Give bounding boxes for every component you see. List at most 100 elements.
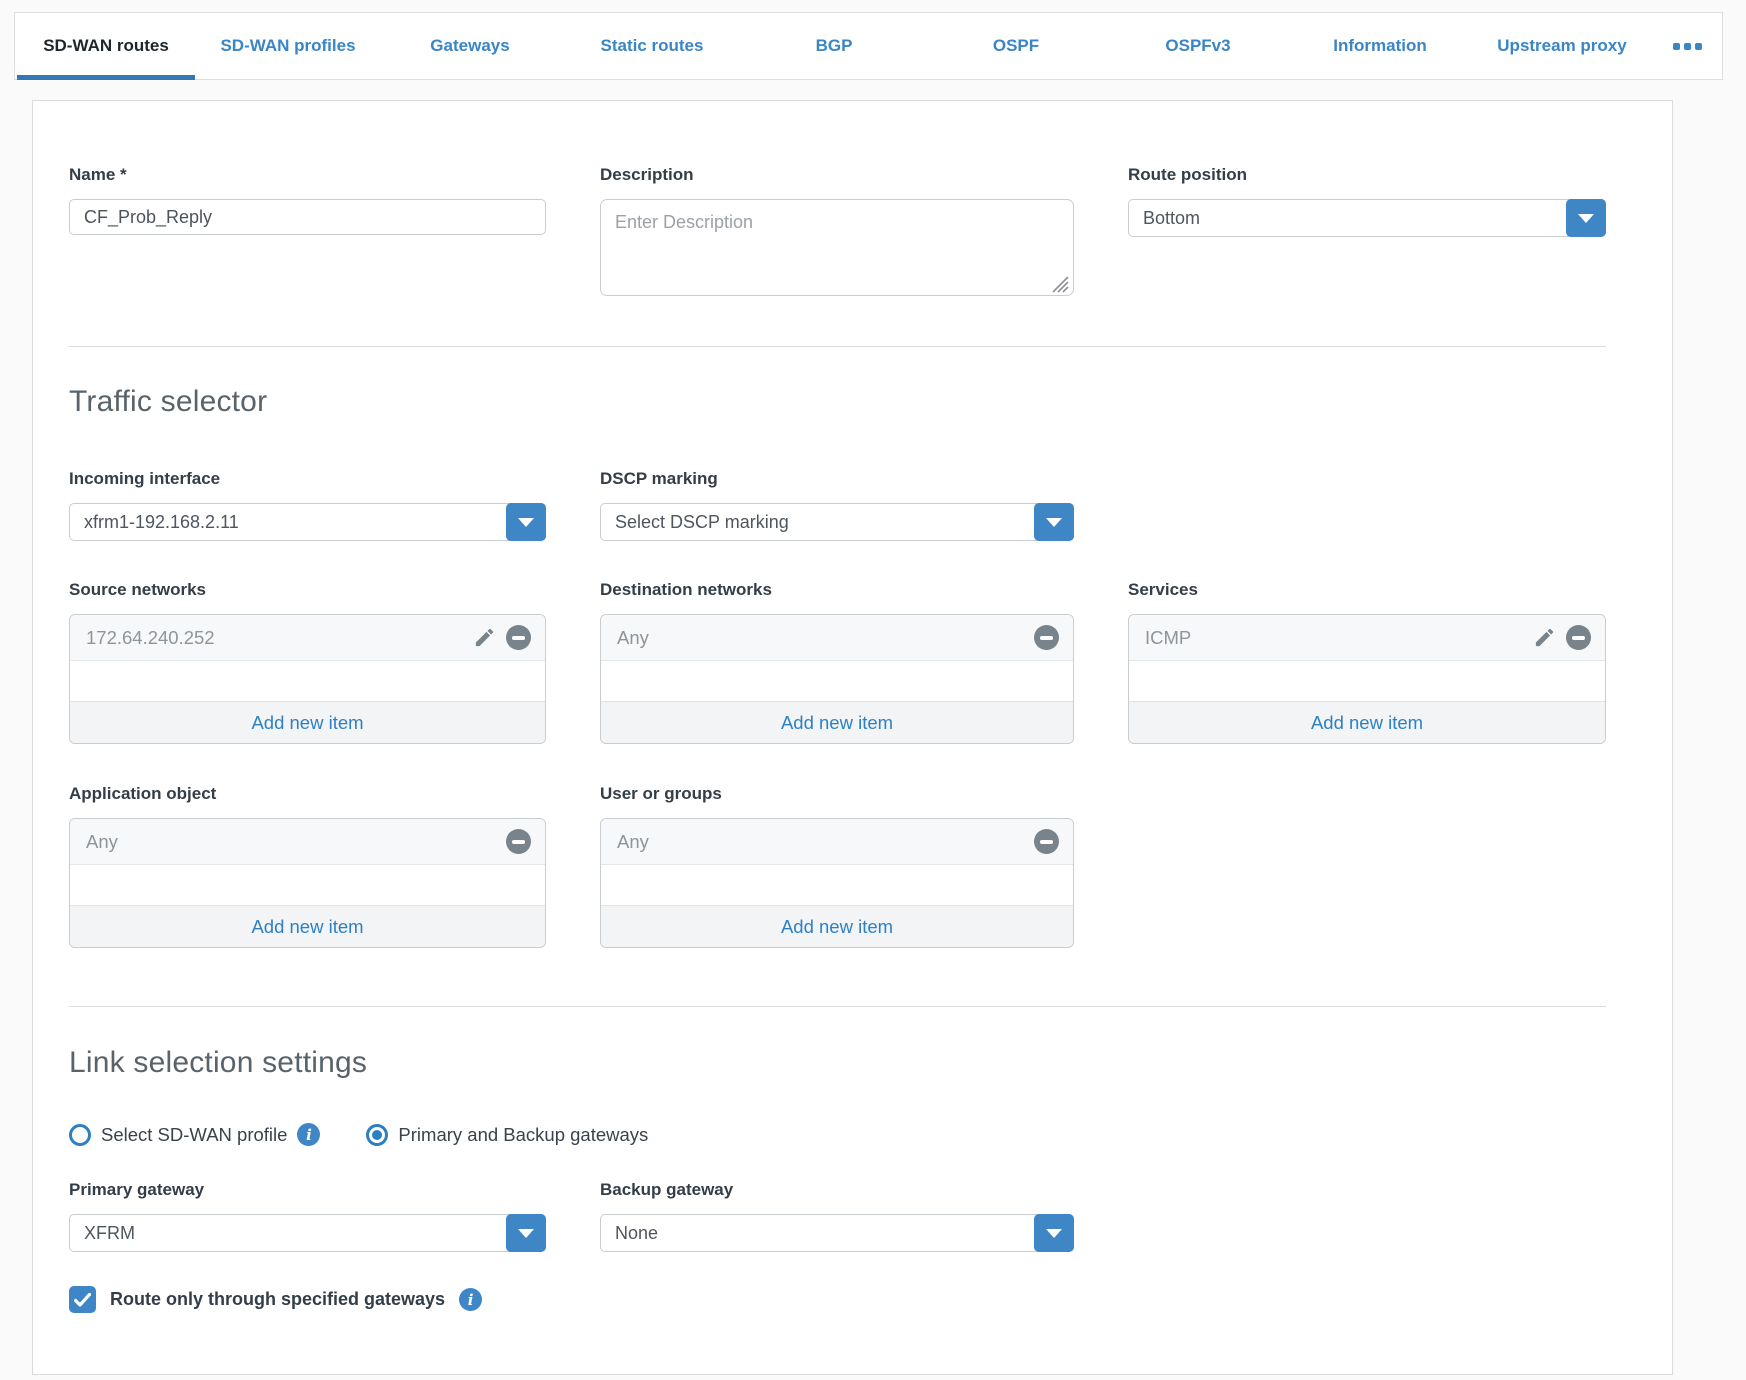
tab-information[interactable]: Information: [1289, 13, 1471, 79]
add-new-item-button[interactable]: Add new item: [70, 905, 545, 947]
source-networks-field-group: Source networks 172.64.240.252 Add new i…: [69, 580, 546, 744]
tab-bgp[interactable]: BGP: [743, 13, 925, 79]
list-item-text: 172.64.240.252: [86, 626, 215, 648]
description-label: Description: [600, 165, 694, 184]
edit-pencil-icon[interactable]: [1533, 626, 1556, 649]
primary-gateway-select[interactable]: XFRM: [69, 1214, 546, 1252]
tab-label: Gateways: [430, 36, 510, 55]
dscp-marking-select[interactable]: Select DSCP marking: [600, 503, 1074, 541]
services-listbox: ICMP Add new item: [1128, 614, 1606, 744]
chevron-down-icon[interactable]: [1034, 1214, 1074, 1252]
list-item-text: Any: [617, 830, 649, 852]
tab-label: BGP: [815, 36, 853, 55]
application-object-listbox: Any Add new item: [69, 818, 546, 948]
backup-gateway-label: Backup gateway: [600, 1180, 734, 1199]
dscp-marking-field-group: DSCP marking Select DSCP marking: [600, 469, 1074, 541]
backup-gateway-value: None: [615, 1222, 659, 1243]
ellipsis-icon: [1695, 42, 1702, 50]
remove-minus-icon[interactable]: [1034, 625, 1059, 650]
remove-minus-icon[interactable]: [506, 829, 531, 854]
radio-primary-backup-gateways[interactable]: [366, 1123, 389, 1146]
radio-label: Primary and Backup gateways: [398, 1123, 649, 1145]
more-tabs-button[interactable]: [1653, 13, 1722, 79]
destination-networks-field-group: Destination networks Any Add new item: [600, 580, 1074, 744]
tab-ospf[interactable]: OSPF: [925, 13, 1107, 79]
listbox-empty-area: [601, 865, 1073, 905]
remove-minus-icon[interactable]: [1034, 829, 1059, 854]
tab-label: OSPFv3: [1165, 36, 1231, 55]
user-or-groups-label: User or groups: [600, 784, 722, 803]
list-item: Any: [601, 615, 1073, 661]
tab-label: Upstream proxy: [1497, 36, 1627, 55]
route-only-checkbox[interactable]: [69, 1286, 96, 1313]
ellipsis-icon: [1684, 42, 1691, 50]
listbox-empty-area: [1129, 661, 1605, 701]
tab-static-routes[interactable]: Static routes: [561, 13, 743, 79]
description-field-group: Description: [600, 165, 1074, 301]
primary-gateway-value: XFRM: [84, 1222, 135, 1243]
info-icon[interactable]: i: [459, 1288, 483, 1311]
tab-ospfv3[interactable]: OSPFv3: [1107, 13, 1289, 79]
radio-select-sd-wan-profile[interactable]: [69, 1123, 91, 1146]
route-position-field-group: Route position Bottom: [1128, 165, 1606, 237]
list-item: 172.64.240.252: [70, 615, 545, 661]
incoming-interface-field-group: Incoming interface xfrm1-192.168.2.11: [69, 469, 546, 541]
incoming-interface-select[interactable]: xfrm1-192.168.2.11: [69, 503, 546, 541]
section-divider: [69, 1006, 1606, 1007]
tab-label: SD-WAN routes: [43, 36, 169, 55]
ellipsis-icon: [1673, 42, 1680, 50]
sd-wan-route-form: Name * Description Route position Bottom: [32, 100, 1673, 1375]
tab-sd-wan-routes[interactable]: SD-WAN routes: [15, 13, 197, 80]
radio-label: Select SD-WAN profile: [101, 1123, 288, 1145]
name-label: Name *: [69, 165, 127, 184]
route-only-label: Route only through specified gateways: [110, 1289, 446, 1309]
add-new-item-button[interactable]: Add new item: [601, 905, 1073, 947]
tab-gateways[interactable]: Gateways: [379, 13, 561, 79]
chevron-down-icon[interactable]: [1566, 199, 1606, 237]
destination-networks-listbox: Any Add new item: [600, 614, 1074, 744]
user-or-groups-field-group: User or groups Any Add new item: [600, 784, 1074, 948]
services-field-group: Services ICMP Add new item: [1128, 580, 1606, 744]
traffic-selector-heading: Traffic selector: [69, 385, 268, 418]
dscp-marking-value: Select DSCP marking: [615, 511, 789, 532]
incoming-interface-label: Incoming interface: [69, 469, 221, 488]
add-new-item-button[interactable]: Add new item: [70, 701, 545, 743]
link-selection-radio-group: Select SD-WAN profile i Primary and Back…: [69, 1123, 1672, 1146]
application-object-field-group: Application object Any Add new item: [69, 784, 546, 948]
primary-gateway-label: Primary gateway: [69, 1180, 205, 1199]
section-divider: [69, 346, 1606, 347]
route-position-select[interactable]: Bottom: [1128, 199, 1606, 237]
tab-bar: SD-WAN routes SD-WAN profiles Gateways S…: [14, 12, 1723, 80]
name-input[interactable]: [69, 199, 546, 235]
list-item-text: Any: [86, 830, 118, 852]
list-item: Any: [601, 819, 1073, 865]
info-icon[interactable]: i: [297, 1123, 321, 1146]
add-new-item-button[interactable]: Add new item: [601, 701, 1073, 743]
services-label: Services: [1128, 580, 1198, 599]
backup-gateway-select[interactable]: None: [600, 1214, 1074, 1252]
description-textarea[interactable]: [600, 199, 1074, 296]
incoming-interface-value: xfrm1-192.168.2.11: [84, 511, 239, 532]
chevron-down-icon[interactable]: [506, 1214, 546, 1252]
chevron-down-icon[interactable]: [1034, 503, 1074, 541]
user-or-groups-listbox: Any Add new item: [600, 818, 1074, 948]
edit-pencil-icon[interactable]: [473, 626, 496, 649]
list-item: ICMP: [1129, 615, 1605, 661]
route-only-checkbox-row: Route only through specified gateways i: [69, 1286, 1672, 1313]
check-icon: [74, 1292, 91, 1307]
source-networks-label: Source networks: [69, 580, 206, 599]
tab-sd-wan-profiles[interactable]: SD-WAN profiles: [197, 13, 379, 79]
listbox-empty-area: [601, 661, 1073, 701]
tab-upstream-proxy[interactable]: Upstream proxy: [1471, 13, 1653, 79]
listbox-empty-area: [70, 661, 545, 701]
tab-label: Static routes: [600, 36, 704, 55]
chevron-down-icon[interactable]: [506, 503, 546, 541]
tab-label: SD-WAN profiles: [220, 36, 356, 55]
remove-minus-icon[interactable]: [1566, 625, 1591, 650]
link-selection-heading: Link selection settings: [69, 1046, 368, 1079]
list-item-text: ICMP: [1145, 626, 1192, 648]
dscp-marking-label: DSCP marking: [600, 469, 718, 488]
add-new-item-button[interactable]: Add new item: [1129, 701, 1605, 743]
remove-minus-icon[interactable]: [506, 625, 531, 650]
route-position-label: Route position: [1128, 165, 1247, 184]
